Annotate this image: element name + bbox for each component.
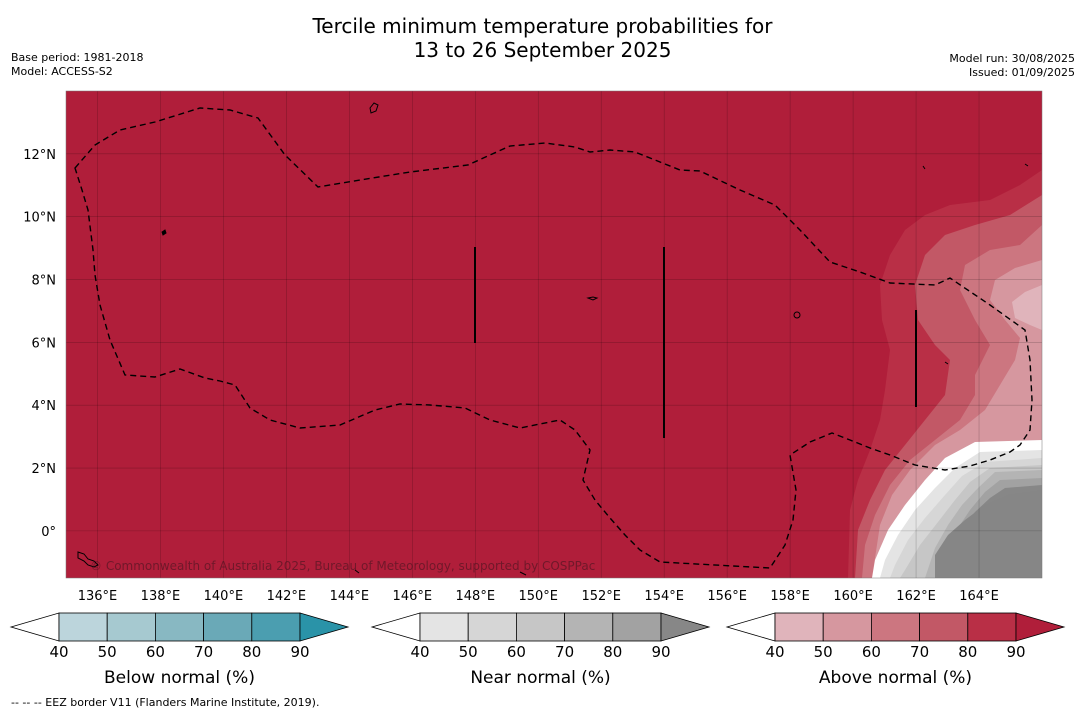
lon-tick-label: 154°E [644, 589, 684, 604]
colorbar-segment [564, 612, 614, 642]
colorbar-tick-label: 70 [555, 643, 575, 661]
colorbar-segment [967, 612, 1017, 642]
colorbar-under-triangle [9, 612, 60, 642]
colorbar-segment [871, 612, 921, 642]
colorbar-tick-label: 50 [813, 643, 833, 661]
colorbar-title: Above normal (%) [818, 668, 973, 688]
colorbar-over-triangle [660, 612, 711, 642]
meta-right: Model run: 30/08/2025 Issued: 01/09/2025 [949, 52, 1075, 80]
meta-left: Base period: 1981-2018 Model: ACCESS-S2 [11, 51, 143, 79]
colorbars [9, 612, 1066, 642]
colorbar-segment [774, 612, 824, 642]
title-line-1: Tercile minimum temperature probabilitie… [312, 14, 773, 38]
map-field [66, 91, 1042, 578]
islands [77, 102, 1029, 576]
issued-label: Issued: 01/09/2025 [968, 66, 1075, 79]
colorbar-tick-label: 60 [506, 643, 526, 661]
lat-tick-label: 8°N [32, 274, 57, 289]
lon-tick-label: 156°E [707, 589, 747, 604]
copyright-note: © Commonwealth of Australia 2025, Bureau… [90, 559, 596, 573]
base-period-label: Base period: 1981-2018 [11, 51, 144, 64]
lat-tick-label: 4°N [32, 399, 57, 414]
colorbar-tick-label: 60 [145, 643, 165, 661]
colorbar-tick-label: 50 [97, 643, 117, 661]
colorbar-segment [467, 612, 517, 642]
colorbar-tick-label: 80 [603, 643, 623, 661]
eez-border [74, 107, 1033, 569]
lon-tick-label: 148°E [456, 589, 496, 604]
lon-tick-label: 136°E [78, 589, 118, 604]
colorbar-segment [58, 612, 108, 642]
model-label: Model: ACCESS-S2 [11, 65, 113, 78]
axis-labels: 136°E 138°E 140°E 142°E 144°E 146°E 148°E 150°E… [23, 148, 999, 604]
lon-tick-label: 140°E [204, 589, 244, 604]
colorbar-segment [419, 612, 469, 642]
colorbar-tick-label: 40 [765, 643, 785, 661]
lon-tick-label: 160°E [833, 589, 873, 604]
lon-tick-label: 138°E [141, 589, 181, 604]
colorbar-tick-label: 60 [861, 643, 881, 661]
colorbar-tick-label: 80 [958, 643, 978, 661]
colorbar-segment [612, 612, 662, 642]
colorbar-over-triangle [299, 612, 350, 642]
colorbar-title: Below normal (%) [104, 668, 255, 688]
lon-tick-label: 164°E [959, 589, 999, 604]
eez-legend-note: -- -- -- EEZ border V11 (Flanders Marine… [11, 696, 320, 709]
colorbar-segment [822, 612, 872, 642]
colorbar-tick-label: 70 [194, 643, 214, 661]
model-run-label: Model run: 30/08/2025 [949, 52, 1075, 65]
colorbar-tick-label: 90 [1006, 643, 1026, 661]
colorbar-segment [203, 612, 253, 642]
colorbar-tick-label: 50 [458, 643, 478, 661]
above-40-band [1012, 285, 1042, 330]
title-line-2: 13 to 26 September 2025 [413, 38, 672, 62]
lon-tick-label: 142°E [267, 589, 307, 604]
colorbar-under-triangle [370, 612, 421, 642]
colorbar-segment [154, 612, 204, 642]
colorbar-tick-label: 40 [49, 643, 69, 661]
lon-tick-label: 146°E [393, 589, 433, 604]
colorbar-tick-label: 40 [410, 643, 430, 661]
lat-tick-label: 12°N [23, 148, 56, 163]
lon-tick-label: 158°E [770, 589, 810, 604]
colorbar-tick-label: 80 [242, 643, 262, 661]
colorbar-segment [516, 612, 566, 642]
lat-tick-label: 10°N [23, 211, 56, 226]
colorbar-tick-label: 70 [910, 643, 930, 661]
lat-tick-label: 0° [41, 525, 56, 540]
map-frame [65, 90, 1043, 579]
near-90-core [935, 490, 1042, 578]
lat-tick-label: 6°N [32, 336, 57, 351]
lon-tick-label: 162°E [896, 589, 936, 604]
lon-tick-label: 150°E [518, 589, 558, 604]
lon-tick-label: 144°E [330, 589, 370, 604]
lat-tick-label: 2°N [32, 462, 57, 477]
chart-title: Tercile minimum temperature probabilitie… [0, 14, 1085, 62]
colorbar-tick-label: 90 [651, 643, 671, 661]
colorbar-title: Near normal (%) [470, 668, 611, 688]
lon-tick-label: 152°E [581, 589, 621, 604]
colorbar-segment [106, 612, 156, 642]
colorbar-segment [919, 612, 969, 642]
colorbar-segment [251, 612, 301, 642]
colorbar-tick-label: 90 [290, 643, 310, 661]
colorbar-under-triangle [725, 612, 776, 642]
colorbar-over-triangle [1015, 612, 1066, 642]
